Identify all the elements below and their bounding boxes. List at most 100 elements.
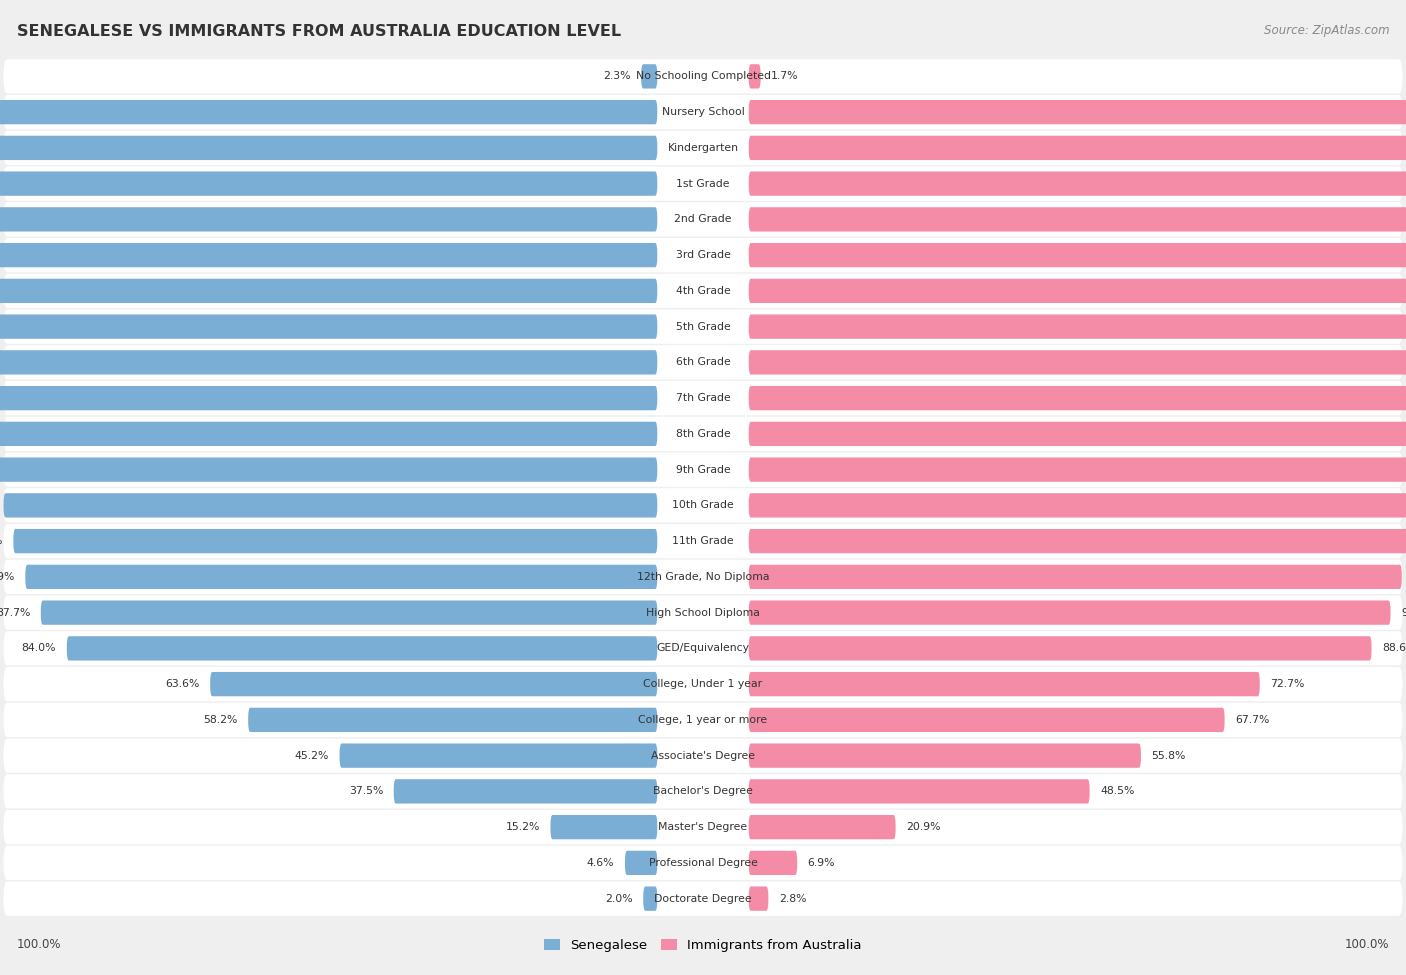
FancyBboxPatch shape <box>624 851 657 875</box>
FancyBboxPatch shape <box>749 493 1406 518</box>
FancyBboxPatch shape <box>0 386 657 410</box>
FancyBboxPatch shape <box>749 708 1225 732</box>
FancyBboxPatch shape <box>3 167 1403 201</box>
Text: 63.6%: 63.6% <box>166 680 200 689</box>
FancyBboxPatch shape <box>3 131 1403 165</box>
Text: No Schooling Completed: No Schooling Completed <box>636 71 770 81</box>
FancyBboxPatch shape <box>749 744 1142 767</box>
Text: Professional Degree: Professional Degree <box>648 858 758 868</box>
FancyBboxPatch shape <box>749 315 1406 338</box>
FancyBboxPatch shape <box>0 315 657 338</box>
Text: Associate's Degree: Associate's Degree <box>651 751 755 760</box>
Text: 84.0%: 84.0% <box>21 644 56 653</box>
FancyBboxPatch shape <box>749 565 1402 589</box>
FancyBboxPatch shape <box>3 667 1403 701</box>
FancyBboxPatch shape <box>749 815 896 839</box>
Text: 4.6%: 4.6% <box>586 858 614 868</box>
Text: 91.3%: 91.3% <box>1400 607 1406 617</box>
FancyBboxPatch shape <box>25 565 657 589</box>
Text: 2.8%: 2.8% <box>779 894 807 904</box>
FancyBboxPatch shape <box>749 529 1406 553</box>
Text: 12th Grade, No Diploma: 12th Grade, No Diploma <box>637 572 769 582</box>
Text: 3rd Grade: 3rd Grade <box>675 251 731 260</box>
FancyBboxPatch shape <box>749 637 1371 660</box>
Text: 4th Grade: 4th Grade <box>676 286 730 295</box>
FancyBboxPatch shape <box>3 845 1403 880</box>
Text: Bachelor's Degree: Bachelor's Degree <box>652 787 754 797</box>
Text: Source: ZipAtlas.com: Source: ZipAtlas.com <box>1264 24 1389 37</box>
FancyBboxPatch shape <box>644 886 657 911</box>
Text: 1.7%: 1.7% <box>772 71 799 81</box>
FancyBboxPatch shape <box>3 703 1403 737</box>
FancyBboxPatch shape <box>3 95 1403 130</box>
FancyBboxPatch shape <box>749 851 797 875</box>
FancyBboxPatch shape <box>749 172 1406 196</box>
FancyBboxPatch shape <box>3 488 1403 523</box>
Text: Nursery School: Nursery School <box>662 107 744 117</box>
FancyBboxPatch shape <box>749 779 1090 803</box>
FancyBboxPatch shape <box>3 452 1403 487</box>
Text: 37.5%: 37.5% <box>349 787 382 797</box>
FancyBboxPatch shape <box>0 457 657 482</box>
Text: 100.0%: 100.0% <box>17 938 62 951</box>
Legend: Senegalese, Immigrants from Australia: Senegalese, Immigrants from Australia <box>538 933 868 957</box>
FancyBboxPatch shape <box>3 59 1403 94</box>
FancyBboxPatch shape <box>3 416 1403 451</box>
FancyBboxPatch shape <box>3 738 1403 773</box>
FancyBboxPatch shape <box>0 208 657 231</box>
FancyBboxPatch shape <box>749 279 1406 303</box>
Text: Master's Degree: Master's Degree <box>658 822 748 832</box>
FancyBboxPatch shape <box>13 529 657 553</box>
Text: 55.8%: 55.8% <box>1152 751 1185 760</box>
FancyBboxPatch shape <box>551 815 657 839</box>
FancyBboxPatch shape <box>0 243 657 267</box>
Text: 48.5%: 48.5% <box>1099 787 1135 797</box>
FancyBboxPatch shape <box>0 422 657 446</box>
Text: 72.7%: 72.7% <box>1271 680 1305 689</box>
FancyBboxPatch shape <box>0 279 657 303</box>
FancyBboxPatch shape <box>749 136 1406 160</box>
Text: 2.3%: 2.3% <box>603 71 630 81</box>
FancyBboxPatch shape <box>0 172 657 196</box>
FancyBboxPatch shape <box>3 238 1403 272</box>
Text: 100.0%: 100.0% <box>1344 938 1389 951</box>
Text: SENEGALESE VS IMMIGRANTS FROM AUSTRALIA EDUCATION LEVEL: SENEGALESE VS IMMIGRANTS FROM AUSTRALIA … <box>17 24 621 39</box>
Text: 89.9%: 89.9% <box>0 572 14 582</box>
FancyBboxPatch shape <box>3 560 1403 594</box>
Text: 6.9%: 6.9% <box>807 858 835 868</box>
FancyBboxPatch shape <box>3 345 1403 379</box>
FancyBboxPatch shape <box>3 524 1403 559</box>
Text: 6th Grade: 6th Grade <box>676 358 730 368</box>
Text: 10th Grade: 10th Grade <box>672 500 734 510</box>
Text: 7th Grade: 7th Grade <box>676 393 730 403</box>
FancyBboxPatch shape <box>3 493 657 518</box>
Text: 1st Grade: 1st Grade <box>676 178 730 188</box>
Text: GED/Equivalency: GED/Equivalency <box>657 644 749 653</box>
Text: 11th Grade: 11th Grade <box>672 536 734 546</box>
FancyBboxPatch shape <box>0 350 657 374</box>
FancyBboxPatch shape <box>394 779 657 803</box>
Text: 67.7%: 67.7% <box>1236 715 1270 724</box>
FancyBboxPatch shape <box>749 100 1406 124</box>
FancyBboxPatch shape <box>749 243 1406 267</box>
FancyBboxPatch shape <box>3 309 1403 344</box>
FancyBboxPatch shape <box>0 100 657 124</box>
Text: 91.6%: 91.6% <box>0 536 3 546</box>
FancyBboxPatch shape <box>749 886 768 911</box>
FancyBboxPatch shape <box>211 672 658 696</box>
Text: College, Under 1 year: College, Under 1 year <box>644 680 762 689</box>
FancyBboxPatch shape <box>749 601 1391 625</box>
FancyBboxPatch shape <box>3 274 1403 308</box>
FancyBboxPatch shape <box>3 202 1403 237</box>
Text: 58.2%: 58.2% <box>204 715 238 724</box>
Text: 5th Grade: 5th Grade <box>676 322 730 332</box>
Text: 15.2%: 15.2% <box>506 822 540 832</box>
FancyBboxPatch shape <box>3 881 1403 916</box>
Text: 2nd Grade: 2nd Grade <box>675 214 731 224</box>
Text: 8th Grade: 8th Grade <box>676 429 730 439</box>
Text: 87.7%: 87.7% <box>0 607 30 617</box>
FancyBboxPatch shape <box>749 422 1406 446</box>
FancyBboxPatch shape <box>641 64 657 89</box>
FancyBboxPatch shape <box>66 637 657 660</box>
Text: 2.0%: 2.0% <box>605 894 633 904</box>
